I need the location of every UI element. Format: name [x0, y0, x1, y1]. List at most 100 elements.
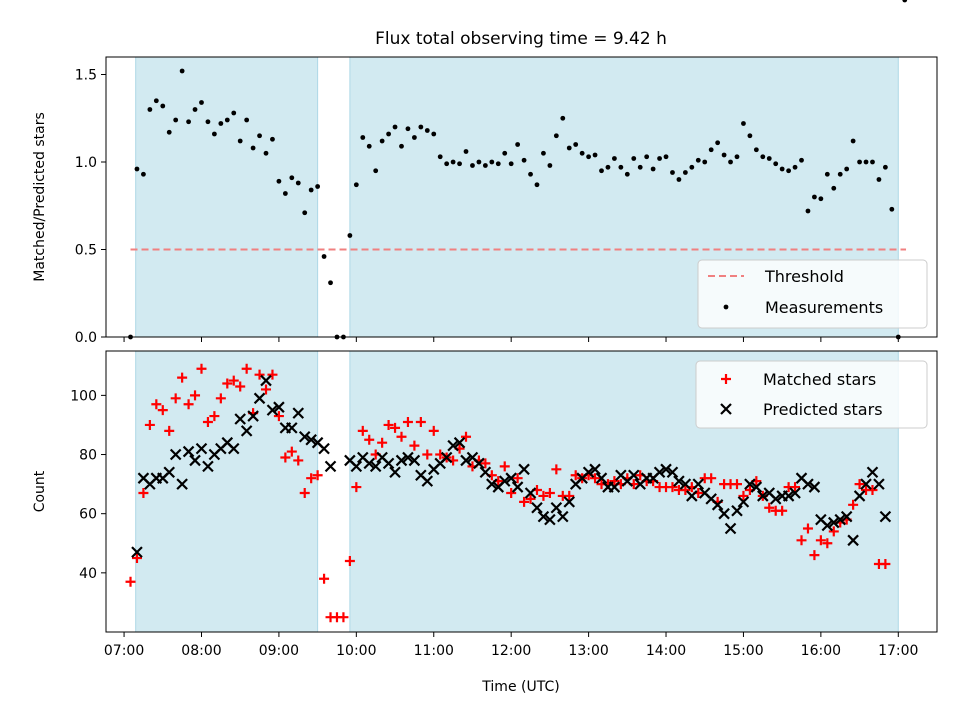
legend-matched-label: Matched stars — [763, 370, 876, 389]
predicted-star-point — [382, 457, 395, 470]
predicted-star-point — [253, 392, 266, 405]
measurement-point — [792, 164, 798, 170]
measurement-point — [379, 138, 385, 144]
measurement-point — [328, 280, 333, 286]
legend-matched-swatch — [721, 374, 731, 384]
axes-frame — [105, 56, 938, 338]
x-tick-label: 08:00 — [181, 643, 221, 659]
legend: Matched stars Predicted stars — [695, 360, 928, 429]
legend-measurement-label: Measurements — [765, 298, 883, 317]
predicted-star-point — [498, 475, 511, 487]
matched-star-point — [854, 479, 865, 490]
x-tick-label: 07:00 — [104, 643, 144, 659]
matched-star-point — [512, 473, 523, 484]
x-tick-label: 15:00 — [723, 643, 763, 659]
matched-star-point — [796, 535, 807, 546]
predicted-star-point — [769, 493, 782, 505]
predicted-star-point — [247, 410, 259, 422]
matched-star-point — [777, 505, 788, 516]
measurement-point — [166, 129, 172, 135]
matched-star-point — [222, 378, 233, 389]
predicted-star-point — [131, 546, 143, 558]
measurement-point — [173, 117, 179, 123]
matched-star-point — [364, 434, 375, 445]
y-axis-label: Count — [32, 470, 48, 512]
measurement-point — [741, 121, 746, 126]
predicted-star-point — [589, 463, 601, 476]
measurement-point — [224, 117, 230, 123]
y-tick-label: 60 — [79, 507, 97, 523]
predicted-star-point — [369, 460, 382, 473]
matched-star-point — [138, 487, 149, 498]
measurement-point — [702, 159, 708, 165]
predicted-star-point — [550, 501, 563, 514]
predicted-star-point — [189, 454, 201, 467]
measurement-point — [876, 177, 882, 182]
measurement-point — [560, 115, 566, 121]
predicted-star-point — [608, 481, 621, 493]
measurement-point — [444, 161, 450, 167]
measurement-point — [612, 156, 617, 161]
matched-star-point — [383, 419, 394, 430]
measurement-point — [463, 149, 469, 154]
x-tick-label: 16:00 — [801, 643, 841, 659]
predicted-star-point — [840, 510, 853, 523]
measurement-point — [850, 138, 856, 144]
matched-star-point — [706, 473, 717, 484]
predicted-star-point — [363, 457, 376, 470]
shaded-interval-1 — [135, 56, 319, 338]
measurement-point — [631, 156, 637, 161]
predicted-star-point — [673, 475, 685, 487]
matched-star-point — [215, 393, 226, 404]
matched-star-point — [551, 464, 562, 475]
measurement-point — [566, 145, 572, 151]
x-tick-label: 11:00 — [414, 643, 454, 659]
measurement-point — [805, 208, 811, 214]
predicted-star-point — [686, 490, 698, 502]
measurement-point — [824, 171, 830, 177]
measurement-point — [302, 210, 308, 216]
predicted-star-point — [395, 454, 408, 467]
predicted-star-point — [679, 478, 692, 490]
panel-bottom-count: 40 60 80 100 07:00 08:00 09:00 10:00 11:00 12:00 1… — [32, 351, 938, 659]
predicted-star-point — [744, 478, 756, 490]
measurement-point — [399, 143, 404, 149]
measurement-point — [637, 164, 643, 170]
measurement-point — [747, 133, 753, 139]
matched-star-point — [738, 490, 749, 501]
x-tick-label: 13:00 — [568, 643, 608, 659]
predicted-star-point — [782, 490, 795, 502]
measurement-point — [179, 68, 185, 74]
measurement-point — [521, 157, 527, 163]
matched-star-point — [590, 473, 601, 484]
predicted-star-point — [750, 481, 763, 493]
matched-star-point — [525, 493, 536, 504]
predicted-star-point — [511, 481, 524, 493]
matched-star-point — [273, 411, 284, 422]
measurement-point — [528, 171, 533, 177]
predicted-star-point — [402, 451, 414, 464]
predicted-star-point — [853, 490, 866, 502]
predicted-star-point — [440, 451, 453, 464]
measurement-point — [863, 159, 869, 165]
series-predicted-stars — [131, 376, 892, 558]
measurement-point — [728, 159, 733, 165]
matched-star-point — [151, 399, 162, 410]
measurement-point — [134, 166, 140, 172]
matched-star-point — [790, 482, 801, 493]
matched-star-point — [519, 496, 530, 507]
predicted-star-point — [486, 478, 498, 490]
predicted-star-point — [447, 439, 459, 452]
legend-measurement-swatch — [723, 304, 729, 310]
x-axis-label: Time (UTC) — [481, 679, 559, 695]
predicted-star-point — [827, 516, 840, 529]
predicted-star-point — [692, 478, 705, 490]
measurement-point — [599, 168, 604, 174]
matched-star-point — [183, 399, 194, 410]
matched-star-point — [564, 490, 575, 501]
measurement-point — [715, 140, 721, 146]
measurement-point — [470, 163, 475, 168]
predicted-star-point — [544, 513, 556, 526]
measurement-point — [366, 143, 372, 149]
measurement-point — [192, 107, 198, 112]
